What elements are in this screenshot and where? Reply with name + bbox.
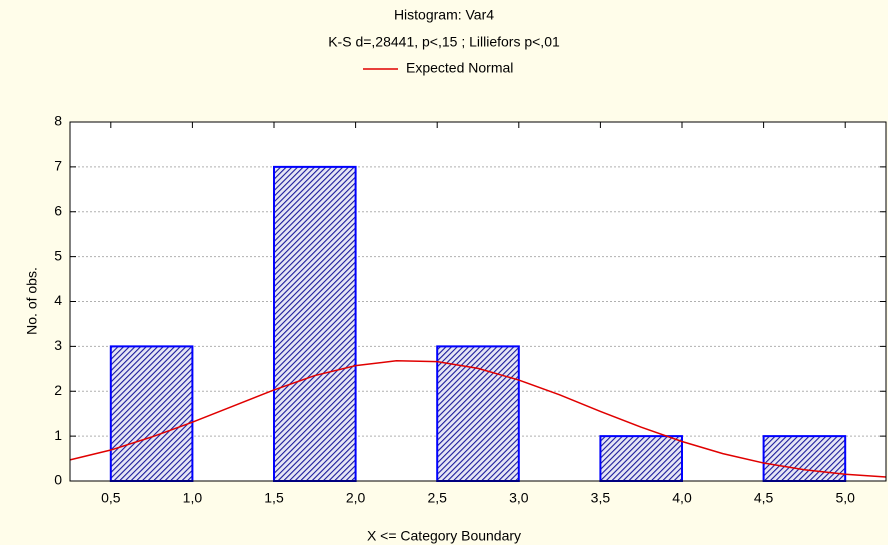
- x-axis-label: X <= Category Boundary: [367, 528, 521, 544]
- y-tick-label: 3: [54, 337, 62, 353]
- x-tick-label: 4,5: [754, 490, 774, 506]
- x-tick-label: 2,5: [427, 490, 447, 506]
- plot-frame: [69, 121, 887, 482]
- x-tick-label: 4,0: [672, 490, 692, 506]
- chart-title: Histogram: Var4: [394, 7, 494, 23]
- chart-subtitle: K-S d=,28441, p<,15 ; Lilliefors p<,01: [328, 34, 560, 50]
- x-tick-label: 0,5: [101, 490, 121, 506]
- y-tick-label: 6: [54, 202, 62, 218]
- normal-curve: [69, 359, 887, 478]
- x-tick-label: 3,0: [509, 490, 529, 506]
- x-tick-label: 1,5: [264, 490, 284, 506]
- bar: [273, 165, 357, 482]
- y-tick-label: 0: [54, 472, 62, 488]
- x-tick-label: 3,5: [591, 490, 611, 506]
- bar: [762, 435, 847, 482]
- x-tick-label: 2,0: [346, 490, 366, 506]
- legend-label: Expected Normal: [406, 60, 513, 76]
- bar: [599, 435, 684, 482]
- y-tick-label: 5: [54, 247, 62, 263]
- bar: [109, 345, 194, 482]
- y-tick-label: 2: [54, 382, 62, 398]
- x-tick-label: 1,0: [183, 490, 203, 506]
- bar: [436, 345, 520, 482]
- y-axis-label: No. of obs.: [24, 267, 40, 335]
- x-tick-label: 5,0: [835, 490, 855, 506]
- y-tick-label: 4: [54, 292, 62, 308]
- y-tick-label: 1: [54, 427, 62, 443]
- y-tick-label: 7: [54, 158, 62, 174]
- y-tick-label: 8: [54, 113, 62, 129]
